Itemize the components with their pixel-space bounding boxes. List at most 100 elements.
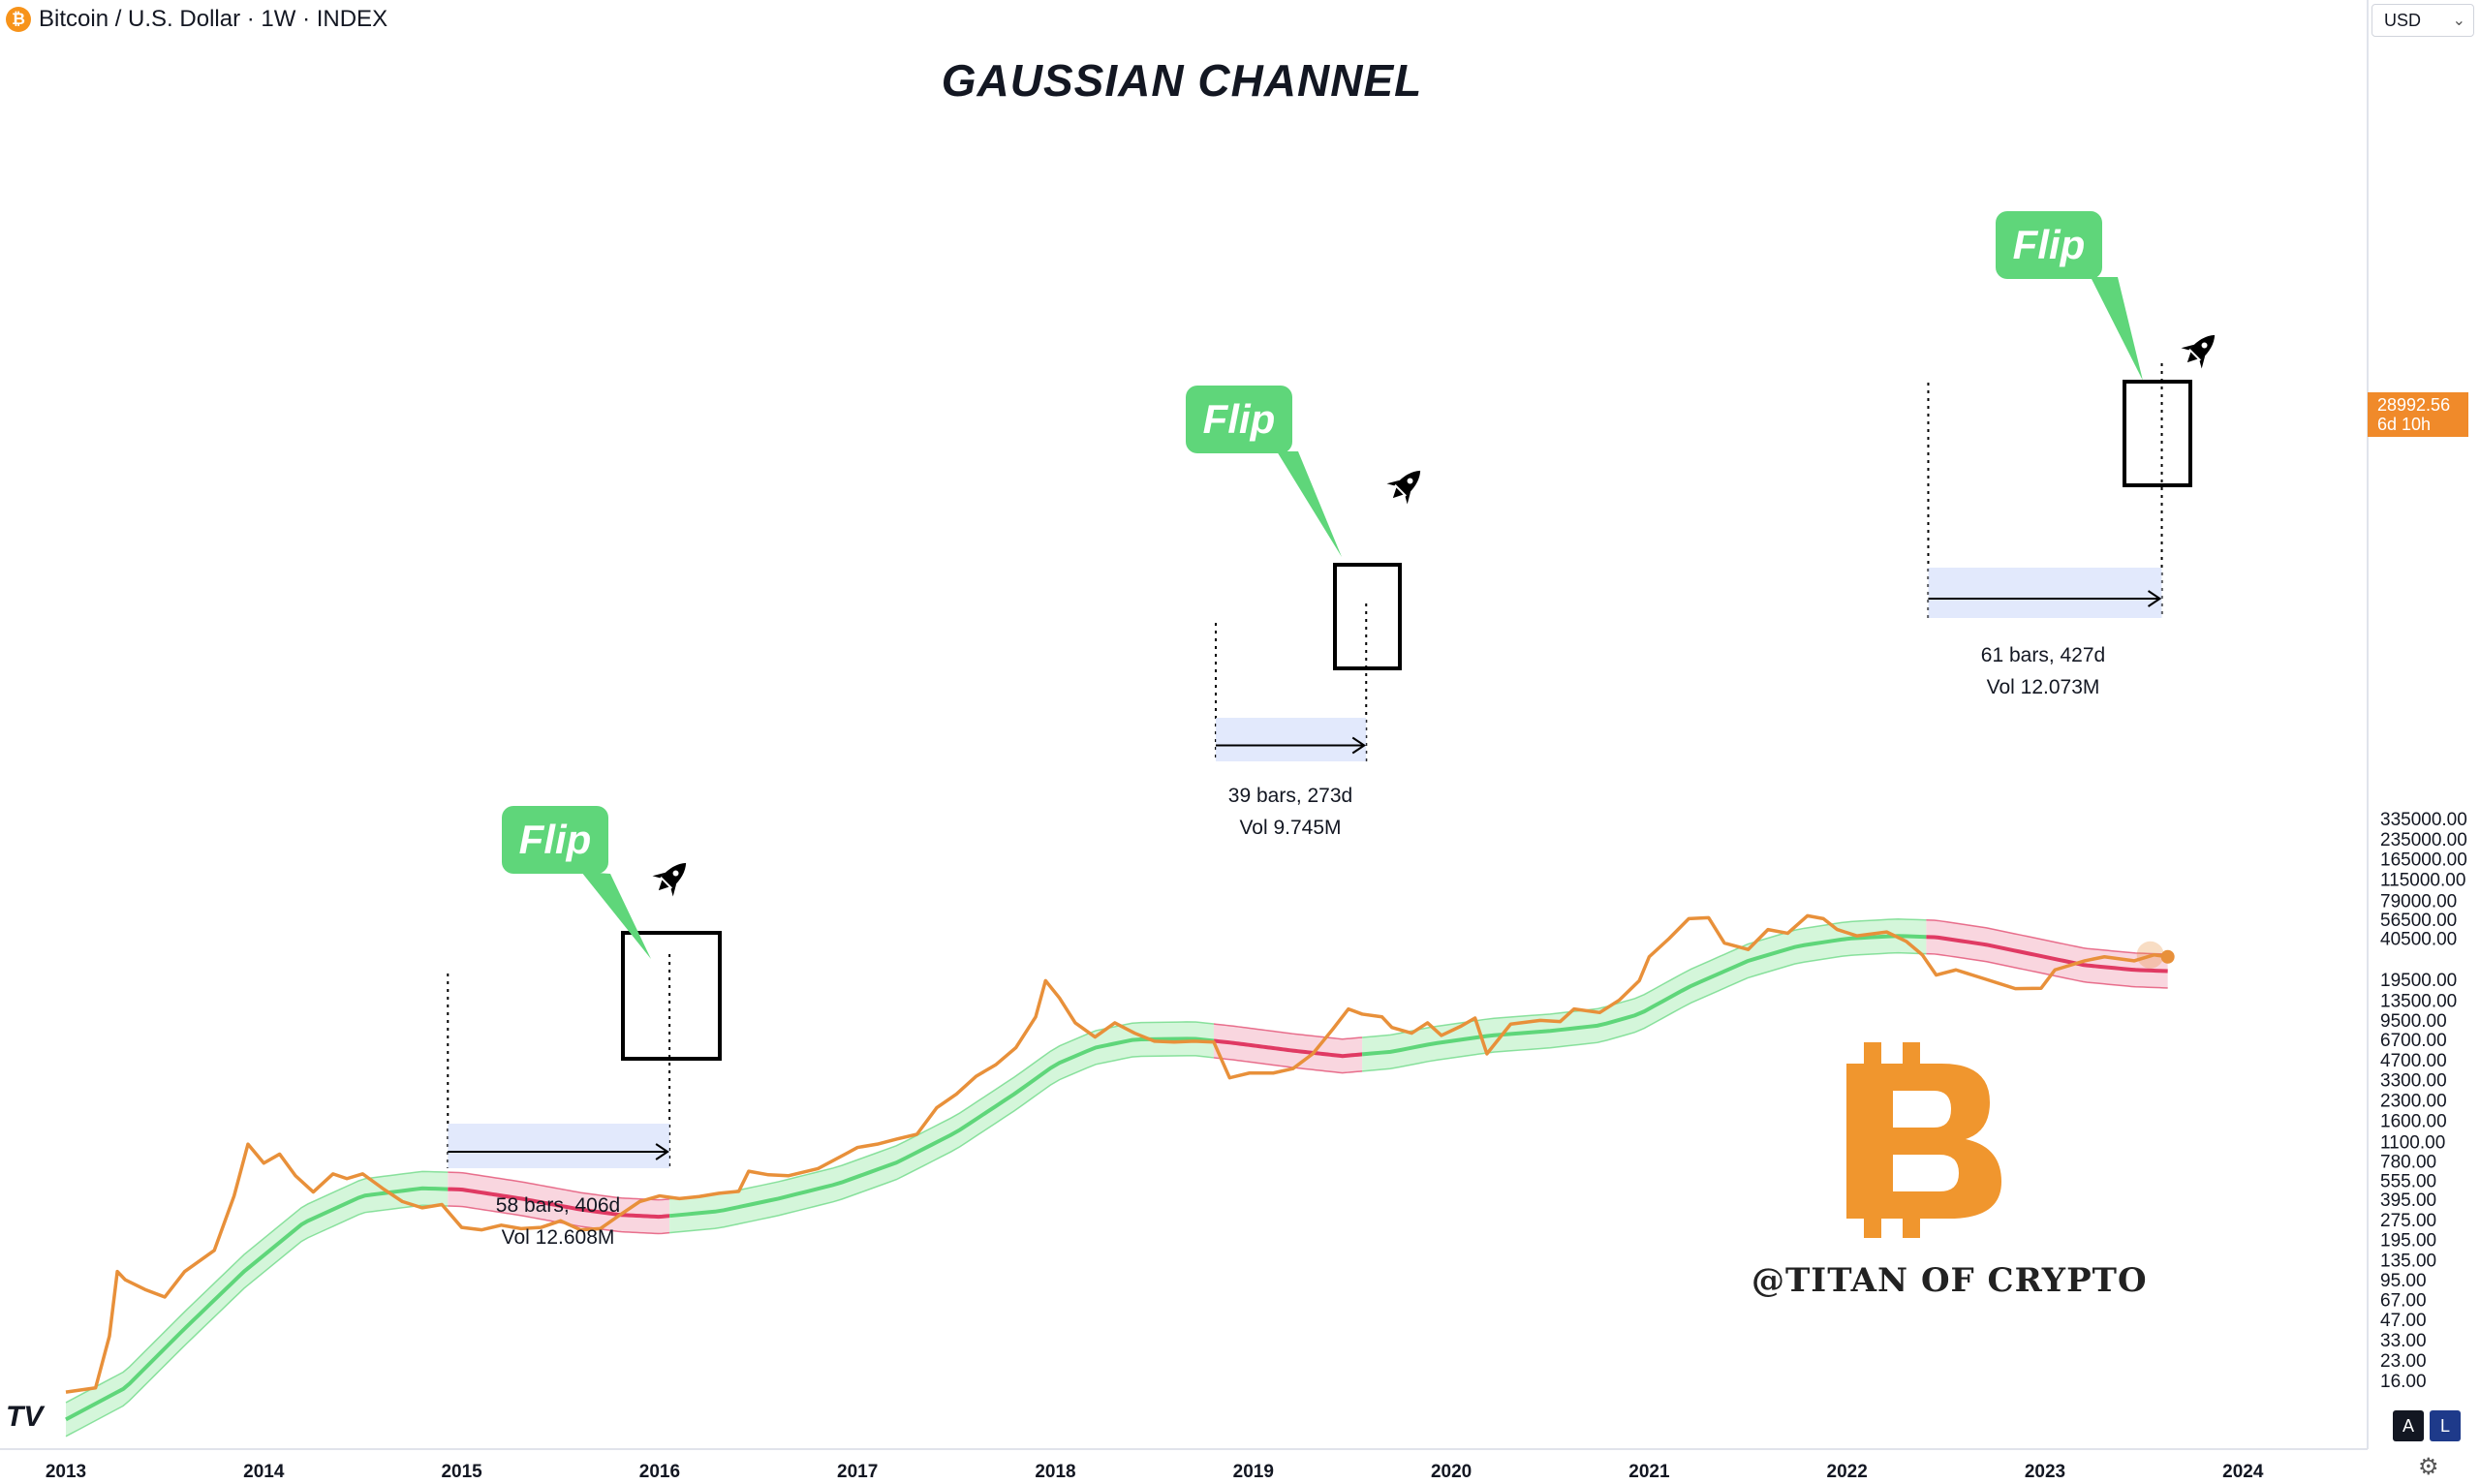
symbol-header[interactable]: ₿ Bitcoin / U.S. Dollar · 1W · INDEX — [6, 4, 388, 35]
bitcoin-b-logo — [1846, 1042, 2001, 1238]
y-tick-label: 56500.00 — [2380, 911, 2457, 931]
x-tick-label: 2016 — [639, 1462, 680, 1482]
y-tick-label: 275.00 — [2380, 1211, 2436, 1231]
annotations-layer — [447, 277, 2216, 1168]
y-tick-label: 165000.00 — [2380, 850, 2467, 870]
rocket-icon — [2181, 334, 2216, 369]
chevron-down-icon: ⌄ — [2452, 13, 2465, 29]
y-tick-label: 235000.00 — [2380, 830, 2467, 850]
y-tick-label: 19500.00 — [2380, 971, 2457, 991]
channel-band-down — [1926, 919, 2168, 988]
y-tick-label: 13500.00 — [2380, 991, 2457, 1011]
symbol-text: Bitcoin / U.S. Dollar · 1W · INDEX — [39, 6, 388, 32]
x-tick-label: 2017 — [837, 1462, 878, 1482]
x-tick-label: 2013 — [46, 1462, 86, 1482]
channel-mid-line — [1926, 935, 2168, 974]
y-tick-label: 6700.00 — [2380, 1031, 2447, 1051]
bitcoin-coin-icon: ₿ — [6, 7, 31, 32]
measure-arrow-head — [655, 1143, 669, 1160]
measure-label-2: 39 bars, 273d Vol 9.745M — [1174, 780, 1407, 844]
measure-label-1: 58 bars, 406d Vol 12.608M — [442, 1190, 674, 1253]
measure-bars-text: 39 bars, 273d — [1227, 785, 1353, 807]
price-line — [65, 913, 2175, 1394]
measure-label-3: 61 bars, 427d Vol 12.073M — [1927, 639, 2159, 703]
y-tick-label: 23.00 — [2380, 1351, 2427, 1372]
channel-lower-line — [1926, 952, 2168, 989]
measure-range-box — [448, 1124, 670, 1168]
y-tick-label: 67.00 — [2380, 1291, 2427, 1312]
channel-lower-line — [1213, 1057, 1363, 1074]
y-tick-label: 79000.00 — [2380, 891, 2457, 912]
channel-mid-line — [65, 1186, 449, 1422]
log-scale-button[interactable]: L — [2430, 1410, 2461, 1441]
y-tick-label: 3300.00 — [2380, 1070, 2447, 1091]
measure-arrow-head — [2147, 590, 2162, 607]
chart-title: GAUSSIAN CHANNEL — [941, 55, 1423, 106]
btc-price-line — [65, 913, 2168, 1394]
y-tick-label: 9500.00 — [2380, 1011, 2447, 1032]
channel-upper-line — [1926, 919, 2168, 955]
y-tick-label: 1600.00 — [2380, 1112, 2447, 1132]
watermark-handle: @TITAN OF CRYPTO — [1752, 1261, 2148, 1300]
y-tick-label: 40500.00 — [2380, 929, 2457, 949]
flip-pointer — [581, 872, 651, 959]
y-tick-label: 95.00 — [2380, 1271, 2427, 1291]
channel-mid-line — [1361, 934, 1927, 1057]
y-tick-label: 780.00 — [2380, 1152, 2436, 1172]
measure-arrow-head — [1351, 736, 1367, 755]
channel-upper-line — [669, 1021, 1215, 1200]
flip-label-2: Flip — [1186, 386, 1292, 453]
auto-scale-button[interactable]: A — [2393, 1410, 2424, 1441]
channel-lower-line — [669, 1055, 1215, 1234]
x-tick-label: 2014 — [243, 1462, 285, 1482]
x-tick-label: 2019 — [1233, 1462, 1274, 1482]
channel-lower-line — [65, 1204, 449, 1438]
channel-upper-line — [448, 1171, 670, 1201]
channel-upper-line — [65, 1170, 449, 1404]
gear-icon[interactable]: ⚙ — [2418, 1454, 2439, 1480]
flip-pointer — [1277, 451, 1342, 557]
currency-select[interactable]: USD ⌄ — [2372, 4, 2474, 37]
channel-mid-line — [668, 1036, 1215, 1219]
y-tick-label: 335000.00 — [2380, 810, 2467, 830]
currency-value: USD — [2384, 10, 2422, 30]
x-tick-label: 2020 — [1431, 1462, 1472, 1482]
last-price-dot — [2160, 949, 2175, 964]
y-tick-label: 115000.00 — [2380, 870, 2465, 890]
highlight-box — [1333, 563, 1402, 670]
channel-band-up — [66, 1171, 449, 1437]
measure-bars-text: 58 bars, 406d — [495, 1194, 621, 1217]
y-tick-label: 1100.00 — [2380, 1132, 2445, 1153]
measure-range-box — [1928, 568, 2162, 618]
last-price-tag: 28992.56 6d 10h — [2368, 392, 2468, 437]
flip-label-1: Flip — [502, 806, 608, 874]
measure-vol-text: Vol 12.073M — [1986, 676, 2100, 698]
x-tick-label: 2023 — [2025, 1462, 2065, 1482]
channel-upper-line — [1213, 1023, 1363, 1040]
flip-label-3: Flip — [1996, 211, 2102, 279]
y-tick-label: 33.00 — [2380, 1331, 2427, 1351]
channel-mid-line — [1213, 1038, 1363, 1059]
y-tick-label: 4700.00 — [2380, 1051, 2447, 1071]
bar-countdown: 6d 10h — [2377, 415, 2432, 434]
y-tick-label: 135.00 — [2380, 1252, 2436, 1272]
last-price-value: 28992.56 — [2377, 395, 2451, 415]
last-price-halo — [2136, 941, 2164, 969]
highlight-box — [2123, 380, 2192, 487]
measure-range-box — [1215, 718, 1367, 761]
y-tick-label: 47.00 — [2380, 1311, 2427, 1331]
y-tick-label: 195.00 — [2380, 1230, 2436, 1251]
y-tick-label: 395.00 — [2380, 1190, 2436, 1211]
measure-vol-text: Vol 9.745M — [1239, 817, 1342, 839]
x-tick-label: 2024 — [2222, 1462, 2264, 1482]
tradingview-logo-icon[interactable]: TV — [6, 1401, 44, 1433]
channel-lower-line — [1362, 951, 1927, 1072]
flip-pointer — [2091, 277, 2143, 381]
highlight-box — [621, 931, 722, 1061]
channel-band-up — [669, 1021, 1214, 1233]
channel-mid-line — [448, 1187, 670, 1220]
x-tick-label: 2015 — [441, 1462, 482, 1482]
x-tick-label: 2018 — [1035, 1462, 1075, 1482]
